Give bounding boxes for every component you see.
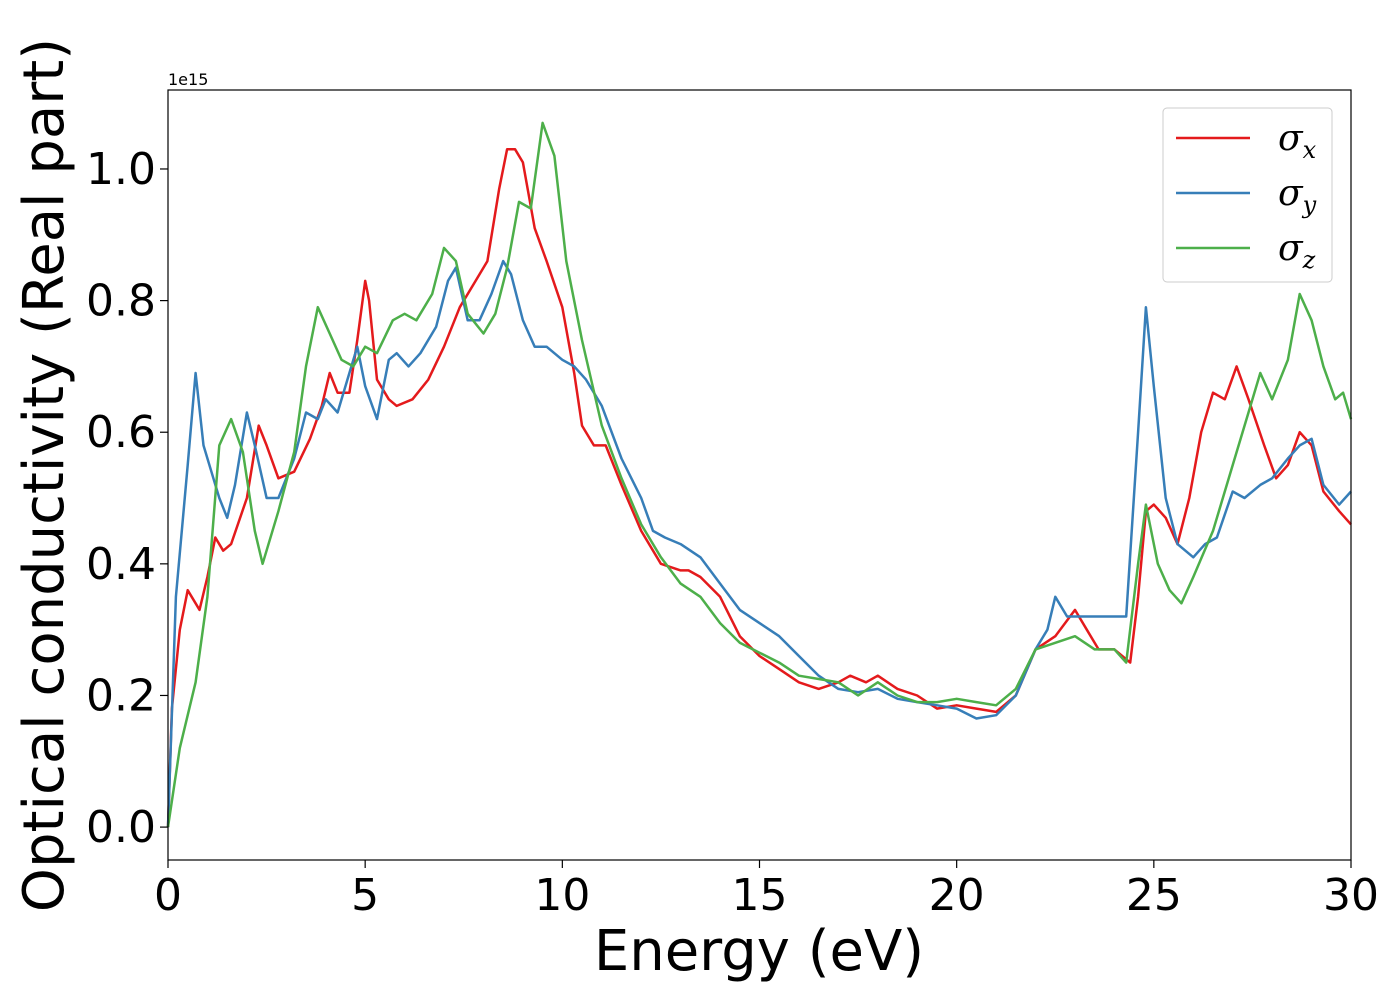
y-tick-label: 0.4 [86,539,156,590]
x-axis-label: Energy (eV) [594,919,924,984]
x-tick-label: 5 [351,870,379,921]
y-tick-label: 0.0 [86,802,156,853]
y-offset-label: 1e15 [168,70,208,89]
series-line-y [166,259,1352,828]
x-tick-label: 0 [154,870,182,921]
legend-frame [1162,107,1333,283]
x-axis: 0 5 10 15 20 25 30 [154,860,1379,921]
x-tick-label: 25 [1126,870,1182,921]
y-axis-label: Optical conductivity (Real part) [12,38,77,912]
series-line-x [166,147,1352,828]
x-tick-label: 30 [1323,870,1379,921]
y-tick-label: 0.8 [86,276,156,327]
x-tick-label: 20 [929,870,985,921]
series-layer [166,121,1353,828]
y-tick-label: 1.0 [86,144,156,195]
x-tick-label: 10 [534,870,590,921]
y-tick-label: 0.2 [86,670,156,721]
series-line-z [166,121,1353,828]
y-axis: 0.0 0.2 0.4 0.6 0.8 1.0 [86,144,168,853]
x-tick-label: 15 [732,870,788,921]
y-tick-label: 0.6 [86,407,156,458]
